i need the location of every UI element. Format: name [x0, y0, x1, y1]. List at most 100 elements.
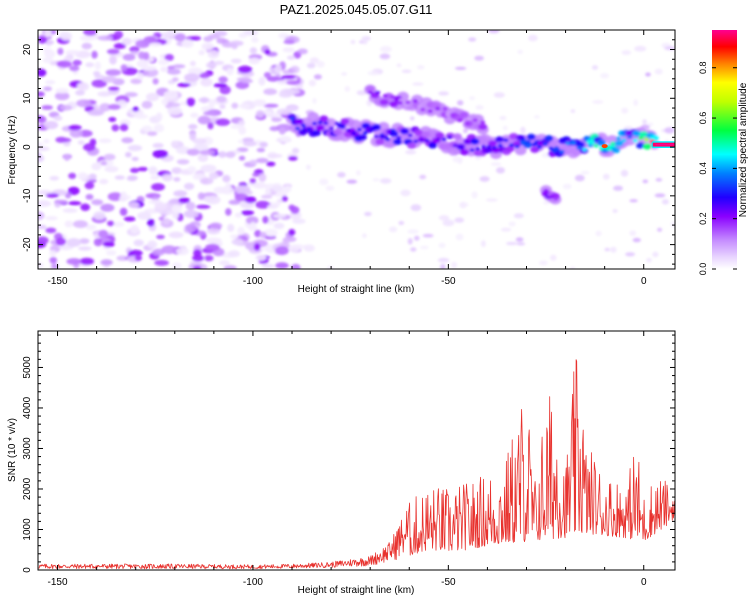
heatmap-noise-cell: [633, 99, 638, 106]
heatmap-noise-cell: [174, 33, 186, 42]
heatmap-noise-cell: [256, 147, 266, 153]
heatmap-noise-cell: [570, 109, 576, 113]
heatmap-noise-cell: [264, 228, 278, 237]
heatmap-noise-cell: [288, 204, 296, 211]
heatmap-noise-cell: [199, 149, 216, 156]
heatmap-main-ridge: [317, 120, 323, 125]
heatmap-branch-ridge: [465, 121, 471, 126]
heatmap-noise-cell: [38, 236, 49, 245]
heatmap-noise-cell: [239, 103, 250, 109]
heatmap-noise-cell: [490, 162, 502, 166]
snr-y-tick-label: 5000: [22, 356, 33, 379]
heatmap-noise-cell: [468, 37, 477, 42]
heatmap-noise-cell: [108, 86, 120, 91]
heatmap-noise-cell: [133, 239, 144, 247]
heatmap-noise-cell: [79, 257, 95, 266]
heatmap-noise-cell: [45, 227, 57, 234]
heatmap-noise-cell: [570, 266, 576, 269]
colorbar-tick-label: 0.6: [698, 112, 708, 125]
heatmap-main-ridge: [475, 147, 481, 151]
heatmap-noise-cell: [54, 199, 68, 204]
heatmap-noise-cell: [281, 75, 296, 80]
heatmap-noise-cell: [98, 229, 109, 239]
heatmap-main-ridge: [642, 143, 652, 150]
spectrogram-y-tick-label: -10: [22, 188, 33, 203]
heatmap-noise-cell: [185, 223, 197, 233]
heatmap-main-ridge: [424, 138, 430, 143]
heatmap-noise-cell: [66, 258, 82, 265]
heatmap-noise-cell: [262, 216, 269, 224]
heatmap-main-ridge: [421, 131, 431, 138]
heatmap-noise-cell: [172, 77, 179, 82]
heatmap-noise-cell: [79, 238, 90, 245]
heatmap-noise-cell: [199, 177, 214, 185]
heatmap-noise-cell: [255, 110, 265, 118]
heatmap-noise-cell: [167, 106, 183, 116]
heatmap-main-ridge: [542, 142, 548, 146]
heatmap-noise-cell: [199, 72, 211, 79]
heatmap-noise-cell: [297, 48, 308, 55]
heatmap-noise-cell: [171, 167, 182, 175]
heatmap-noise-cell: [84, 181, 95, 190]
heatmap-noise-cell: [263, 88, 278, 95]
heatmap-noise-cell: [520, 126, 526, 134]
heatmap-noise-cell: [632, 237, 641, 243]
heatmap-noise-cell: [238, 155, 246, 161]
heatmap-noise-cell: [437, 257, 450, 263]
heatmap-noise-cell: [254, 229, 262, 238]
heatmap-noise-cell: [207, 49, 220, 59]
heatmap-noise-cell: [148, 166, 158, 175]
heatmap-noise-cell: [362, 233, 367, 238]
heatmap-noise-cell: [258, 76, 266, 86]
heatmap-noise-cell: [284, 88, 300, 95]
heatmap-spur: [543, 188, 549, 193]
heatmap-noise-cell: [206, 227, 221, 235]
heatmap-noise-cell: [664, 127, 675, 134]
heatmap-main-ridge: [435, 132, 445, 139]
heatmap-noise-cell: [108, 117, 117, 122]
heatmap-noise-cell: [661, 199, 669, 205]
heatmap-noise-cell: [312, 98, 317, 104]
heatmap-noise-cell: [176, 159, 190, 165]
heatmap-main-ridge: [323, 121, 329, 125]
heatmap-noise-cell: [515, 237, 524, 242]
heatmap-noise-cell: [151, 183, 165, 191]
heatmap-noise-cell: [137, 211, 152, 220]
heatmap-noise-cell: [241, 210, 255, 216]
heatmap-main-ridge: [599, 146, 604, 151]
heatmap-noise-cell: [493, 92, 505, 98]
heatmap-noise-cell: [101, 76, 118, 83]
heatmap-main-ridge: [554, 146, 559, 150]
heatmap-main-ridge: [435, 137, 441, 141]
heatmap-main-ridge: [565, 141, 571, 146]
heatmap-noise-cell: [222, 174, 231, 183]
snr-frame: [37, 330, 676, 571]
heatmap-noise-cell: [100, 259, 113, 266]
heatmap-noise-cell: [38, 142, 44, 147]
heatmap-noise-cell: [80, 203, 91, 211]
heatmap-main-ridge: [324, 118, 337, 129]
heatmap-noise-cell: [197, 192, 205, 200]
heatmap-noise-cell: [234, 193, 249, 202]
heatmap-main-ridge: [306, 127, 312, 132]
heatmap-noise-cell: [612, 209, 618, 213]
heatmap-branch-ridge: [478, 123, 488, 130]
heatmap-noise-cell: [157, 59, 169, 66]
heatmap-noise-cell: [264, 49, 271, 55]
heatmap-noise-cell: [106, 48, 120, 55]
heatmap-noise-cell: [541, 152, 550, 158]
spectrogram-y-tick-label: 10: [22, 92, 33, 104]
heatmap-noise-cell: [146, 131, 158, 137]
heatmap-noise-cell: [266, 161, 276, 167]
heatmap-main-ridge: [328, 126, 334, 131]
heatmap-noise-cell: [49, 256, 58, 264]
heatmap-noise-cell: [134, 114, 148, 119]
heatmap-noise-cell: [238, 32, 248, 38]
heatmap-noise-cell: [147, 218, 155, 227]
heatmap-main-ridge: [635, 142, 645, 149]
heatmap-noise-cell: [292, 147, 300, 154]
heatmap-noise-cell: [49, 250, 57, 257]
heatmap-noise-cell: [267, 153, 283, 158]
heatmap-noise-cell: [407, 229, 419, 234]
heatmap-noise-cell: [113, 43, 126, 49]
